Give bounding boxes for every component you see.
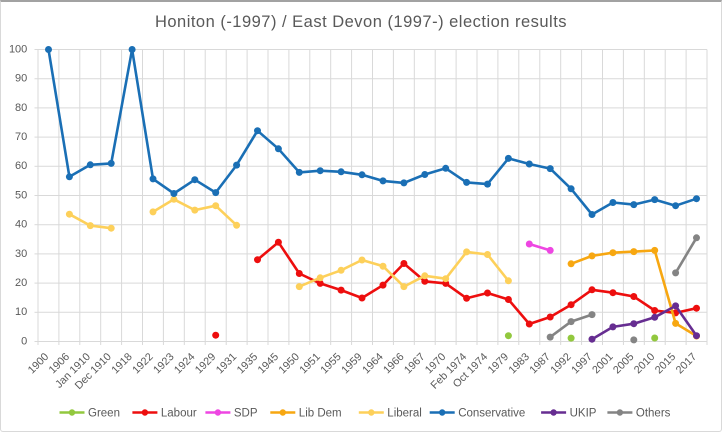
svg-text:40: 40 (15, 219, 27, 231)
svg-text:1967: 1967 (402, 351, 427, 376)
svg-text:1922: 1922 (130, 351, 155, 376)
svg-text:1929: 1929 (193, 351, 218, 376)
svg-text:1900: 1900 (26, 351, 51, 376)
svg-text:Green: Green (88, 408, 120, 420)
svg-text:30: 30 (15, 248, 27, 260)
svg-text:1959: 1959 (339, 351, 364, 376)
svg-text:Liberal: Liberal (387, 408, 422, 420)
svg-text:80: 80 (15, 102, 27, 114)
svg-text:1918: 1918 (109, 351, 134, 376)
svg-text:2017: 2017 (674, 351, 699, 376)
svg-text:Honiton (-1997) / East Devon (: Honiton (-1997) / East Devon (1997-) ele… (155, 13, 567, 31)
svg-text:Lib Dem: Lib Dem (299, 408, 342, 420)
svg-text:1955: 1955 (318, 351, 343, 376)
svg-text:1945: 1945 (256, 351, 281, 376)
svg-text:1951: 1951 (297, 351, 322, 376)
svg-text:1950: 1950 (277, 351, 302, 376)
svg-text:100: 100 (9, 43, 27, 55)
svg-text:1924: 1924 (172, 351, 197, 376)
svg-text:2001: 2001 (590, 351, 615, 376)
svg-text:90: 90 (15, 73, 27, 85)
svg-text:1923: 1923 (151, 351, 176, 376)
svg-text:1992: 1992 (548, 351, 573, 376)
svg-text:1935: 1935 (235, 351, 260, 376)
svg-text:1987: 1987 (527, 351, 552, 376)
svg-text:1964: 1964 (360, 351, 385, 376)
svg-text:UKIP: UKIP (570, 408, 597, 420)
svg-text:10: 10 (15, 306, 27, 318)
svg-text:50: 50 (15, 189, 27, 201)
svg-text:Conservative: Conservative (458, 408, 525, 420)
svg-text:1979: 1979 (486, 351, 511, 376)
svg-text:20: 20 (15, 277, 27, 289)
svg-text:2015: 2015 (653, 351, 678, 376)
svg-text:0: 0 (21, 335, 27, 347)
svg-text:60: 60 (15, 160, 27, 172)
svg-text:2010: 2010 (632, 351, 657, 376)
svg-text:SDP: SDP (234, 408, 258, 420)
svg-text:1983: 1983 (507, 351, 532, 376)
svg-text:1966: 1966 (381, 351, 406, 376)
svg-text:1997: 1997 (569, 351, 594, 376)
svg-text:Others: Others (636, 408, 671, 420)
svg-text:Labour: Labour (161, 408, 197, 420)
svg-text:2005: 2005 (611, 351, 636, 376)
svg-text:1931: 1931 (214, 351, 239, 376)
svg-text:70: 70 (15, 131, 27, 143)
